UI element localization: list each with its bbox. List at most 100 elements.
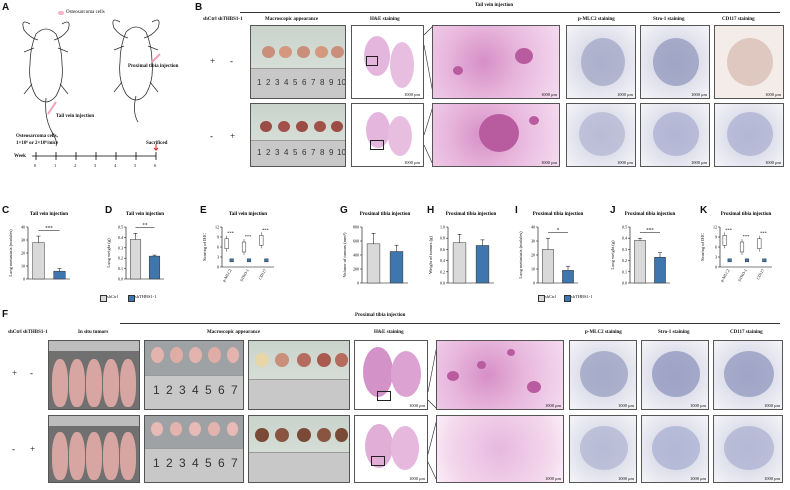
he-overview-f-row2: 1000 μm [354, 415, 428, 483]
legend-label-shthbs1: shTHBS1-1 [135, 294, 157, 299]
scale-bar-label: 1000 μm [765, 160, 782, 165]
scale-bar-label: 1000 μm [691, 160, 708, 165]
significance-label: *** [262, 227, 270, 232]
bar-shctrl [634, 240, 646, 284]
y-tick-label: 9 [217, 235, 219, 240]
y-tick-label: 0.4 [440, 258, 445, 263]
he-overview-b-row1: 1000 μm [351, 25, 424, 99]
scale-bar-label: 1000 μm [691, 92, 708, 97]
insitu-image-f-row1 [48, 340, 140, 410]
stro1-image-f-row1: 1000 μm [641, 340, 709, 410]
legend-label-shctrl: shCtrl [545, 294, 557, 299]
x-tick-label: CD117 [257, 268, 267, 280]
col-macro-f: Macroscopic appearance [207, 330, 261, 335]
col-cd117-b: CD117 staining [722, 17, 755, 22]
scale-bar-label: 1000 μm [541, 92, 558, 97]
significance-label: *** [725, 227, 733, 232]
y-tick-label: 400 [353, 253, 359, 258]
significance-label: *** [45, 227, 53, 232]
f-row2-shthbs1-sign: + [30, 444, 36, 454]
y-tick-label: 200 [353, 267, 359, 272]
ruler-number: 9 [329, 78, 334, 87]
y-tick-label: 0.1 [622, 269, 627, 274]
panel-label-j: J [610, 205, 616, 216]
y-axis-label: Lung weight (g) [610, 240, 615, 270]
scale-bar-label: 1000 μm [404, 92, 421, 97]
ruler-number: 1 [257, 148, 262, 157]
ruler-number: 9 [329, 148, 334, 157]
ruler-number: 5 [293, 148, 298, 157]
y-tick-label: 0.0 [622, 281, 627, 286]
y-tick-label: 40 [531, 225, 535, 230]
y-axis-label: Weight of tumors (g) [428, 236, 433, 274]
he-zoom-b-row2: 1000 μm [432, 103, 560, 167]
ruler-number: 4 [192, 383, 199, 397]
stro1-image-b-row2: 1000 μm [640, 103, 710, 167]
col-cd117-f: CD117 staining [730, 330, 763, 335]
panel-label-i: I [515, 205, 518, 216]
y-tick-label: 12 [215, 225, 219, 230]
col-he-f: H&E staining [374, 330, 404, 335]
ruler-number: 2 [266, 148, 271, 157]
significance-label: *** [227, 231, 235, 236]
y-tick-label: 0 [217, 265, 219, 270]
col-stro1-b: Stro-1 staining [653, 17, 685, 22]
sacrificed-label: Sacrificed [146, 141, 168, 146]
scale-bar-label: 1000 μm [765, 92, 782, 97]
ruler-number: 8 [320, 148, 325, 157]
y-tick-label: 6 [217, 245, 219, 250]
panel-label-f: F [2, 309, 9, 320]
chart-title: Proximal tibia injection [721, 212, 772, 217]
significance-label: * [557, 229, 560, 234]
chart-title: Tail vein injection [229, 212, 267, 217]
legend-swatch-shctrl [538, 295, 545, 302]
box-shthbs1-1 [727, 258, 732, 263]
panel-label-d: D [105, 205, 113, 216]
tumor-macro-f-row1: 1 2 3 4 5 6 7 [144, 340, 244, 410]
scale-bar-label: 1000 μm [545, 403, 562, 408]
y-tick-label: 10 [21, 264, 25, 269]
panel-label-h: H [427, 205, 435, 216]
week-tick: 5 [134, 163, 137, 168]
y-axis-label: Scoring of IHC [700, 233, 705, 261]
y-tick-label: 3 [715, 255, 717, 260]
week-tick: 6 [154, 163, 157, 168]
legend-label-shthbs1: shTHBS1-1 [571, 294, 593, 299]
legend-swatch-shthbs1 [564, 295, 571, 302]
chart-title: Proximal tibia injection [625, 212, 676, 217]
panel-f-title-rule [120, 323, 780, 324]
ruler-number: 6 [302, 148, 307, 157]
y-axis-label: Volume of tumors (mm³) [342, 232, 347, 277]
x-tick-label: p-MLC2 [221, 268, 232, 283]
y-tick-label: 0.2 [622, 258, 627, 263]
ruler-number: 7 [231, 456, 238, 470]
y-tick-label: 9 [715, 235, 717, 240]
week-tick: 3 [94, 163, 97, 168]
box-shctrl [224, 238, 229, 249]
week-label: Week [14, 154, 26, 159]
x-tick-label: STRO-1 [239, 268, 250, 282]
insitu-image-f-row2 [48, 415, 140, 483]
ruler-number: 6 [218, 383, 225, 397]
significance-label: ** [143, 224, 149, 229]
chart-title: Tail vein injection [126, 212, 164, 217]
y-tick-label: 3 [217, 255, 219, 260]
box-shthbs1-1 [264, 258, 269, 263]
y-tick-label: 0.2 [440, 269, 445, 274]
f-row2-shctrl-sign: - [12, 444, 15, 454]
y-tick-label: 0.8 [440, 236, 445, 241]
he-zoom-f-row2: 1000 μm [436, 415, 564, 483]
panel-label-c: C [2, 205, 10, 216]
box-shthbs1-1 [229, 258, 234, 263]
ruler-number: 7 [311, 78, 316, 87]
ruler-number: 6 [302, 78, 307, 87]
pmlc2-image-b-row2: 1000 μm [566, 103, 636, 167]
tumor-macro-f-row2: 1 2 3 4 5 6 7 [144, 415, 244, 483]
macro-image-b-row2: 1 2 3 4 5 6 7 8 9 10 [250, 103, 346, 167]
chart-title: Tail vein injection [30, 212, 68, 217]
scale-bar-label: 1000 μm [690, 403, 707, 408]
cd117-image-f-row2: 1000 μm [713, 415, 783, 483]
cd117-image-b-row2: 1000 μm [714, 103, 784, 167]
y-tick-label: 0.3 [118, 245, 123, 250]
scale-bar-label: 1000 μm [617, 92, 634, 97]
